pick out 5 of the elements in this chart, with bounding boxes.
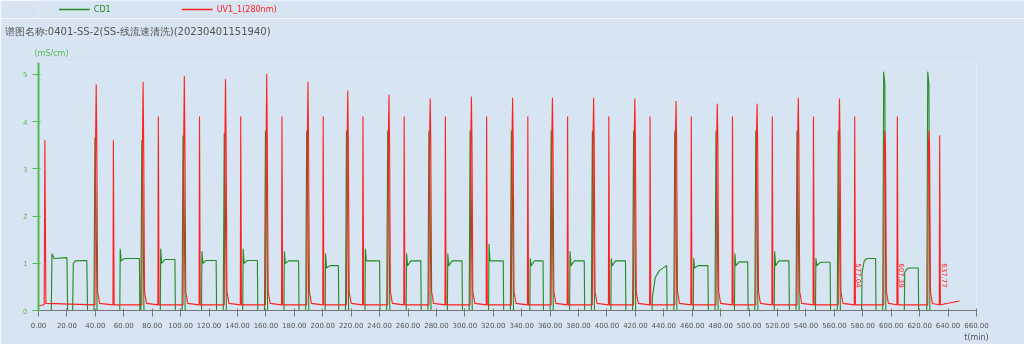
legend-label: UV1_1(280nm) <box>216 5 277 14</box>
chart-title: 谱图名称:0401-SS-2(SS-线流速清洗)(20230401151940) <box>4 25 271 37</box>
x-axis-title: t(min) <box>964 332 989 342</box>
legend-label: CD1 <box>93 5 111 14</box>
y-axis-title: (mS/cm) <box>34 48 69 58</box>
